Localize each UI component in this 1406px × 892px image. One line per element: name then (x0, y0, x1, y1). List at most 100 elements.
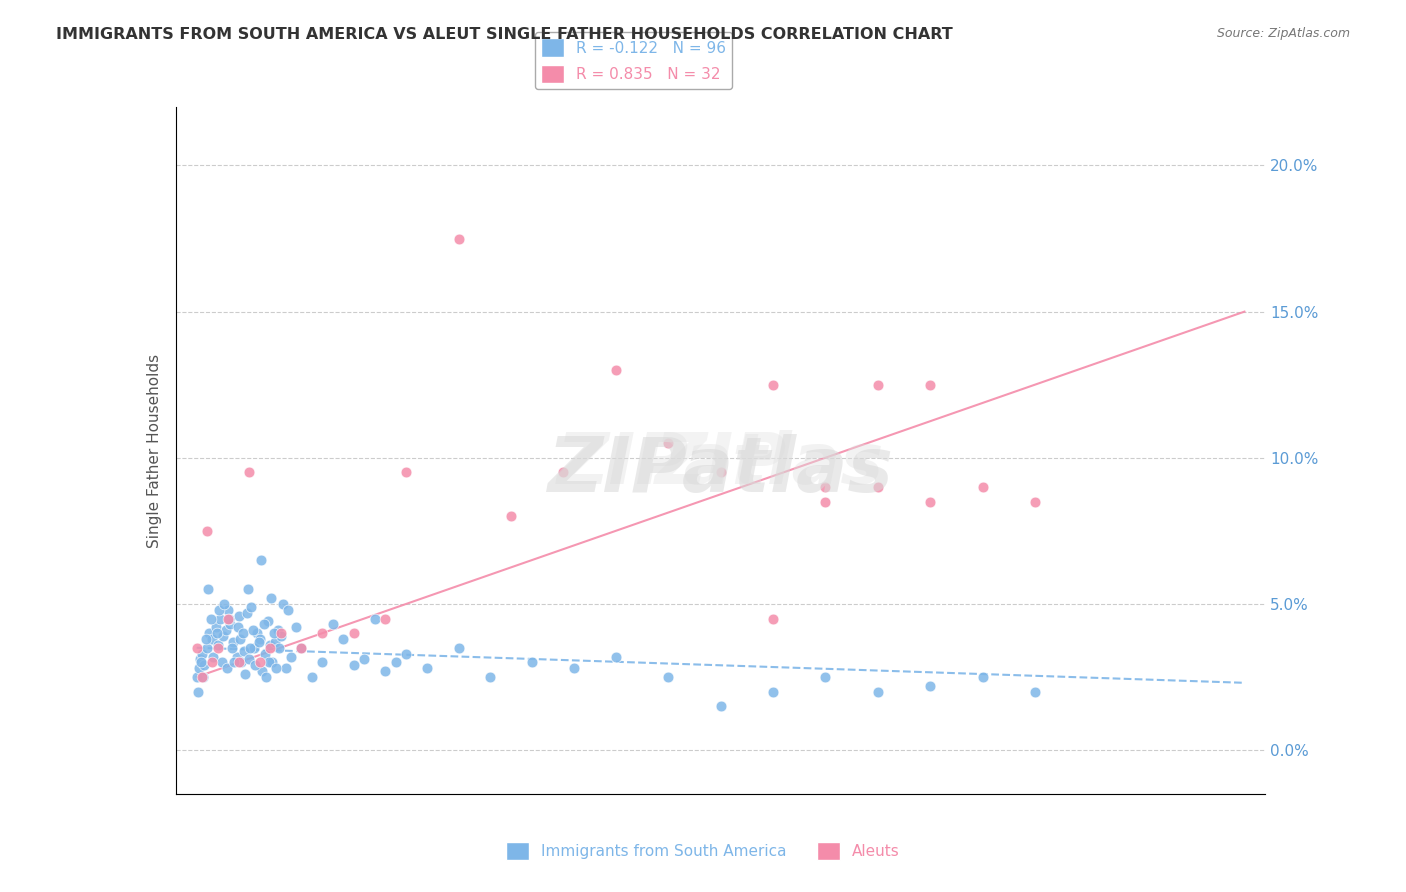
Point (190, 656, 212, 670)
Point (259, 640, 281, 655)
Point (1024, 684, 1046, 698)
Point (762, 611, 785, 625)
Point (246, 626, 269, 640)
Point (247, 635, 270, 649)
Legend: R = -0.122   N = 96, R = 0.835   N = 32: R = -0.122 N = 96, R = 0.835 N = 32 (534, 32, 733, 89)
Point (269, 640, 291, 655)
Point (447, 231, 470, 245)
Point (195, 632, 218, 646)
Point (186, 640, 208, 655)
Point (207, 640, 229, 655)
Point (208, 603, 231, 617)
Point (267, 624, 290, 638)
Point (202, 649, 225, 664)
Point (562, 661, 585, 675)
Point (270, 629, 292, 643)
Text: ZIP: ZIP (654, 430, 787, 499)
Point (228, 656, 250, 670)
Point (187, 661, 209, 675)
Point (257, 615, 280, 629)
Point (250, 664, 273, 678)
Point (236, 606, 259, 620)
Point (219, 617, 242, 632)
Point (263, 626, 285, 640)
Point (188, 652, 211, 666)
Point (479, 670, 502, 684)
Legend: Immigrants from South America, Aleuts: Immigrants from South America, Aleuts (501, 836, 905, 866)
Point (205, 626, 228, 640)
Point (238, 652, 260, 666)
Point (710, 466, 733, 480)
Point (274, 661, 297, 675)
Point (254, 670, 277, 684)
Point (253, 647, 276, 661)
Point (225, 649, 247, 664)
Point (217, 611, 239, 625)
Point (395, 466, 418, 480)
Point (186, 670, 208, 684)
Point (212, 629, 235, 643)
Point (245, 658, 267, 673)
Point (198, 626, 221, 640)
Point (193, 658, 215, 673)
Point (271, 597, 294, 611)
Point (226, 620, 249, 634)
Point (416, 661, 439, 675)
Text: ZIPatlas: ZIPatlas (557, 430, 884, 499)
Point (259, 638, 281, 652)
Point (187, 684, 209, 698)
Point (311, 656, 333, 670)
Point (972, 480, 994, 494)
Point (204, 620, 226, 634)
Point (290, 640, 312, 655)
Point (395, 647, 418, 661)
Text: ZIPatlas: ZIPatlas (547, 434, 894, 508)
Point (814, 480, 837, 494)
Point (217, 603, 239, 617)
Point (322, 617, 344, 632)
Point (236, 582, 259, 597)
Point (657, 670, 679, 684)
Point (814, 494, 837, 508)
Point (343, 658, 366, 673)
Point (249, 656, 271, 670)
Point (215, 624, 238, 638)
Point (920, 377, 942, 392)
Point (253, 617, 276, 632)
Point (238, 466, 260, 480)
Point (208, 611, 231, 625)
Point (605, 363, 627, 377)
Point (972, 670, 994, 684)
Point (866, 480, 889, 494)
Text: IMMIGRANTS FROM SOUTH AMERICA VS ALEUT SINGLE FATHER HOUSEHOLDS CORRELATION CHAR: IMMIGRANTS FROM SOUTH AMERICA VS ALEUT S… (56, 27, 953, 42)
Point (233, 667, 256, 681)
Point (224, 656, 246, 670)
Point (762, 684, 785, 698)
Point (311, 626, 333, 640)
Point (270, 626, 292, 640)
Point (301, 670, 323, 684)
Point (374, 611, 396, 625)
Point (218, 611, 240, 625)
Point (191, 647, 214, 661)
Point (249, 553, 271, 567)
Point (221, 640, 243, 655)
Point (1024, 494, 1046, 508)
Point (207, 638, 229, 652)
Point (201, 656, 224, 670)
Point (280, 649, 302, 664)
Point (262, 656, 284, 670)
Point (866, 377, 889, 392)
Point (242, 624, 264, 638)
Point (222, 635, 245, 649)
Text: Source: ZipAtlas.com: Source: ZipAtlas.com (1216, 27, 1350, 40)
Point (343, 626, 366, 640)
Point (217, 661, 239, 675)
Point (249, 632, 271, 646)
Point (200, 611, 222, 625)
Point (553, 466, 575, 480)
Point (228, 608, 250, 623)
Point (814, 670, 837, 684)
Point (197, 582, 219, 597)
Point (191, 670, 214, 684)
